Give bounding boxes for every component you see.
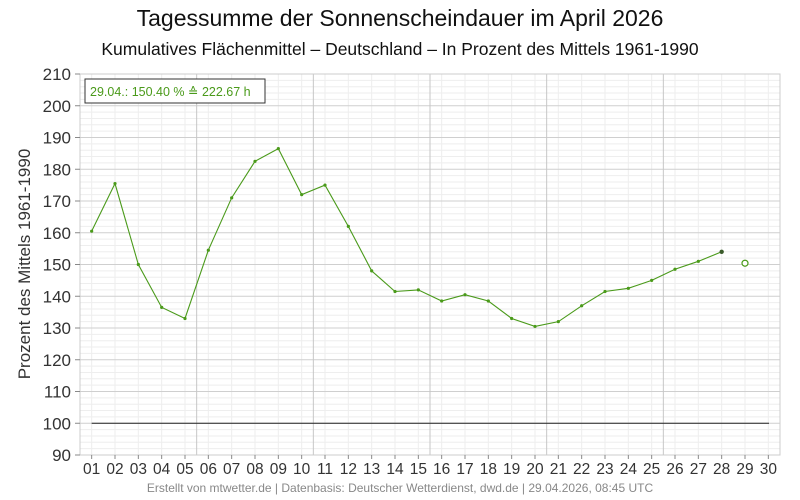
data-point xyxy=(276,147,280,151)
x-tick-label: 22 xyxy=(573,461,590,478)
x-tick-label: 20 xyxy=(526,461,544,478)
data-point xyxy=(160,305,164,309)
series-group xyxy=(90,147,749,329)
x-tick-label: 08 xyxy=(246,461,263,478)
data-point xyxy=(136,262,140,267)
x-tick-label: 24 xyxy=(620,461,638,478)
x-tick-label: 03 xyxy=(130,461,147,478)
data-point xyxy=(323,183,327,187)
x-tick-label: 10 xyxy=(293,461,311,478)
chart-subtitle: Kumulatives Flächenmittel – Deutschland … xyxy=(101,39,699,59)
series-line xyxy=(91,147,722,327)
data-point xyxy=(370,269,374,273)
data-point xyxy=(719,249,724,254)
data-point xyxy=(673,267,677,271)
x-tick-label: 16 xyxy=(433,461,450,478)
y-tick-label: 120 xyxy=(43,351,71,370)
data-point xyxy=(346,224,350,228)
current-value-marker xyxy=(741,259,749,267)
data-point xyxy=(230,196,234,200)
data-point xyxy=(486,299,490,303)
x-tick-label: 27 xyxy=(690,461,707,478)
data-point xyxy=(440,299,444,303)
data-point xyxy=(90,229,94,233)
x-tick-label: 28 xyxy=(713,461,730,478)
y-tick-label: 140 xyxy=(43,287,71,306)
annotation-text: 29.04.: 150.40 % ≙ 222.67 h xyxy=(90,85,251,99)
y-tick-label: 210 xyxy=(43,65,71,84)
data-point xyxy=(113,181,117,186)
x-axis: 01 02 03 04 05 06 07 08 09 10 11 12 13 14 15 16 17 18 19 20… xyxy=(83,455,777,478)
x-tick-label: 04 xyxy=(153,461,171,478)
x-tick-label: 17 xyxy=(456,461,473,478)
data-point xyxy=(183,316,187,321)
data-point xyxy=(510,316,514,321)
x-tick-label: 01 xyxy=(83,461,100,478)
data-point xyxy=(533,324,537,329)
x-tick-label: 19 xyxy=(503,461,520,478)
x-tick-label: 09 xyxy=(270,461,287,478)
x-tick-label: 30 xyxy=(760,461,778,478)
x-tick-label: 13 xyxy=(363,461,380,478)
data-point xyxy=(650,278,654,282)
y-tick-label: 160 xyxy=(43,224,71,243)
x-tick-label: 07 xyxy=(223,461,240,478)
x-tick-label: 12 xyxy=(340,461,357,478)
x-tick-label: 18 xyxy=(480,461,497,478)
x-tick-label: 26 xyxy=(666,461,683,478)
x-tick-label: 11 xyxy=(317,461,333,478)
annotation-box xyxy=(84,78,266,104)
x-tick-label: 21 xyxy=(550,461,567,478)
annotation: 29.04.: 150.40 % ≙ 222.67 h xyxy=(84,78,266,104)
x-tick-label: 23 xyxy=(596,461,613,478)
x-tick-label: 25 xyxy=(643,461,660,478)
data-point xyxy=(416,288,420,292)
data-point xyxy=(463,293,467,297)
data-point xyxy=(206,248,210,252)
data-point xyxy=(393,289,397,294)
x-tick-label: 14 xyxy=(386,461,404,478)
data-point xyxy=(696,259,700,263)
data-point xyxy=(300,193,304,197)
y-tick-label: 130 xyxy=(43,319,71,338)
x-tick-label: 29 xyxy=(736,461,753,478)
y-axis: 90 100 110 120 130 140 150 160 170 180 190 200 210 xyxy=(43,65,80,465)
y-tick-label: 150 xyxy=(43,256,71,275)
y-tick-label: 190 xyxy=(43,129,71,148)
y-tick-label: 110 xyxy=(44,383,71,402)
x-tick-label: 15 xyxy=(410,461,427,478)
x-tick-label: 02 xyxy=(106,461,123,478)
y-axis-label: Prozent des Mittels 1961-1990 xyxy=(15,149,34,380)
data-point xyxy=(556,320,560,324)
data-point xyxy=(253,159,257,163)
y-tick-label: 180 xyxy=(43,160,71,179)
y-tick-label: 200 xyxy=(43,97,71,116)
y-tick-label: 100 xyxy=(43,414,71,433)
data-point xyxy=(626,286,630,290)
data-point xyxy=(580,304,584,308)
footer-credit: Erstellt von mtwetter.de | Datenbasis: D… xyxy=(146,481,654,495)
data-point xyxy=(603,289,607,294)
y-tick-label: 90 xyxy=(52,446,71,465)
x-tick-label: 05 xyxy=(176,461,193,478)
y-tick-label: 170 xyxy=(43,192,71,211)
x-tick-label: 06 xyxy=(200,461,217,478)
chart-title: Tagessumme der Sonnenscheindauer im Apri… xyxy=(136,5,664,31)
